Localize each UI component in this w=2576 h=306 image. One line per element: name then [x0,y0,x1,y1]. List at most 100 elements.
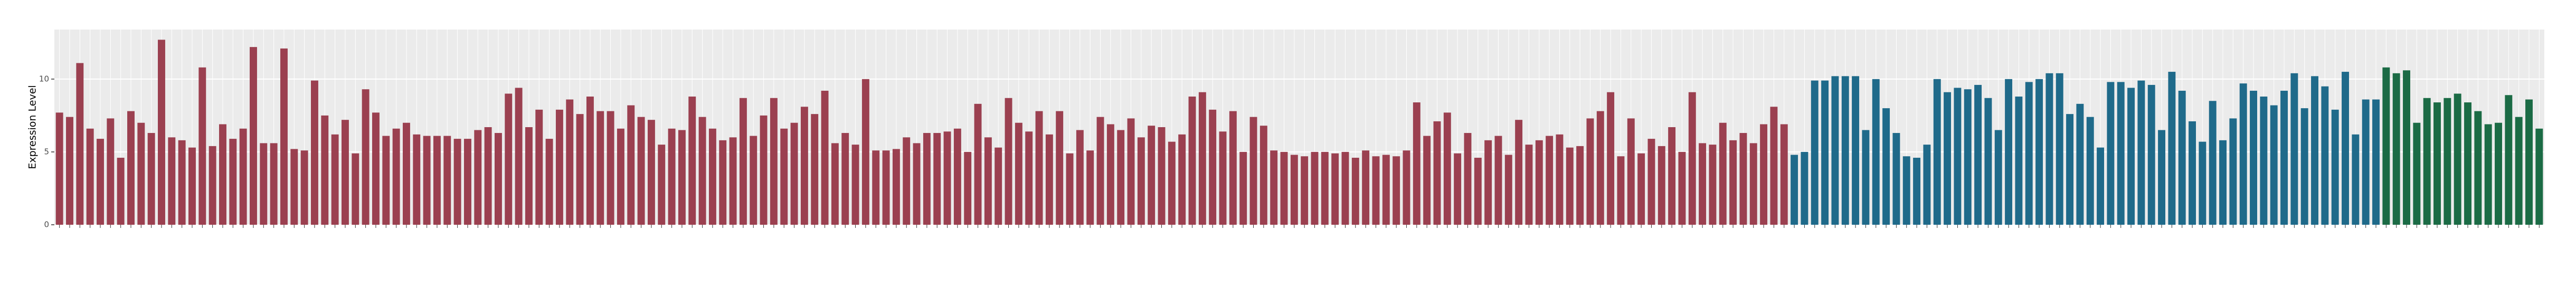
y-tick-label: 5 [44,147,49,156]
bar [1964,89,1972,225]
bar [1106,124,1114,225]
bar [484,127,492,225]
bar [750,136,757,225]
bar [2413,122,2421,225]
bar [1168,141,1176,225]
bar [739,98,747,225]
bar [270,143,278,225]
bar [627,105,635,225]
bar [1770,107,1778,225]
bar [831,143,839,225]
bar [607,111,614,225]
bar [198,67,206,225]
bar [1862,130,1870,225]
bar [1882,108,1890,225]
bar [1739,133,1747,225]
bar [2178,90,2186,225]
bar [1372,156,1380,225]
bar [1403,150,1410,225]
bar [1780,124,1788,225]
bar [1668,127,1676,225]
bar [882,150,890,225]
bar [1045,134,1053,225]
bar [2474,111,2482,225]
bar [362,89,370,225]
bar [2280,90,2288,225]
bar [596,111,604,225]
bar [1504,155,1512,225]
bar [2515,117,2523,225]
bar [576,114,584,225]
bar [2219,140,2227,225]
bar [2392,73,2400,225]
bar [953,128,961,225]
bar [2382,67,2390,225]
bar [2127,88,2135,225]
bar [995,147,1002,225]
bar [1556,134,1564,225]
bar [800,107,808,225]
bar [474,130,482,225]
bar [1852,76,1860,225]
bar [2086,117,2094,225]
bar [1280,151,1288,225]
bar [1198,92,1206,225]
bar [1494,136,1502,225]
bar [1474,157,1482,225]
bar [250,47,257,225]
bar [770,98,778,225]
bar [1066,153,1074,225]
bar [1760,124,1768,225]
bar [2097,147,2105,225]
bar [1393,156,1400,225]
bar [1678,151,1686,225]
bar [2260,97,2268,225]
bar [1454,153,1462,225]
y-axis-title: Expression Level [27,85,39,169]
bar [2300,108,2308,225]
bar [1974,84,1982,225]
bar [1586,118,1594,225]
bar [2199,141,2206,225]
bar [2076,103,2084,225]
bar [2117,82,2125,225]
bar [1923,145,1931,225]
bar [1239,151,1247,225]
bar [1801,151,1808,225]
bar [2229,118,2237,225]
bar [280,48,288,225]
bar [2025,82,2033,225]
bar [719,140,727,225]
bar [811,114,819,225]
bar [2464,102,2471,225]
bar [66,117,73,225]
bar [2505,95,2513,225]
bar [974,103,982,225]
bar [2525,99,2533,225]
bar [841,133,849,225]
bar [1596,111,1604,225]
bar [1086,150,1094,225]
bar [178,140,186,225]
bar [2168,72,2176,225]
bar [1831,76,1839,225]
bar [300,150,308,225]
bar [2342,72,2349,225]
bar [586,97,594,225]
bar [1872,79,1880,225]
bar [239,128,247,225]
bar [2005,79,2013,225]
bar [1443,112,1451,225]
bar [2189,121,2196,225]
bar [1484,140,1492,225]
bar [1015,122,1022,225]
bar [1546,136,1554,225]
bar [1351,157,1359,225]
bar [1637,153,1645,225]
bar [1209,109,1217,225]
bar [1321,151,1329,225]
y-tick-label: 10 [39,74,49,83]
bar [2311,76,2318,225]
bar [1076,130,1084,225]
